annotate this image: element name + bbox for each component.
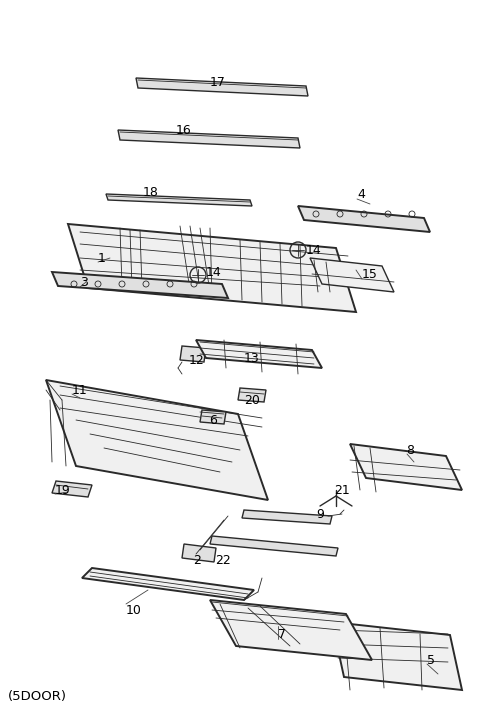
Text: 14: 14 <box>206 266 222 278</box>
Text: 11: 11 <box>72 384 88 396</box>
Text: 18: 18 <box>143 186 159 200</box>
Polygon shape <box>196 340 322 368</box>
Text: 12: 12 <box>189 353 205 367</box>
Polygon shape <box>210 600 372 660</box>
Text: 1: 1 <box>98 251 106 265</box>
Text: 19: 19 <box>55 484 71 496</box>
Polygon shape <box>82 568 254 600</box>
Text: (5DOOR): (5DOOR) <box>8 690 67 703</box>
Text: 16: 16 <box>176 123 192 137</box>
Text: 4: 4 <box>357 188 365 202</box>
Text: 2: 2 <box>193 554 201 566</box>
Text: 17: 17 <box>210 76 226 88</box>
Text: 15: 15 <box>362 268 378 282</box>
Polygon shape <box>46 380 268 500</box>
Text: 8: 8 <box>406 443 414 457</box>
Polygon shape <box>332 622 462 690</box>
Polygon shape <box>182 544 216 562</box>
Polygon shape <box>52 481 92 497</box>
Text: 13: 13 <box>244 351 260 365</box>
Polygon shape <box>242 510 332 524</box>
Polygon shape <box>118 130 300 148</box>
Polygon shape <box>106 194 252 206</box>
Polygon shape <box>180 346 206 362</box>
Text: 7: 7 <box>278 629 286 641</box>
Text: 6: 6 <box>209 413 217 426</box>
Polygon shape <box>68 224 356 312</box>
Polygon shape <box>310 258 394 292</box>
Text: 22: 22 <box>215 554 231 566</box>
Text: 20: 20 <box>244 394 260 406</box>
Polygon shape <box>136 78 308 96</box>
Text: 9: 9 <box>316 508 324 522</box>
Text: 21: 21 <box>334 484 350 496</box>
Polygon shape <box>350 444 462 490</box>
Text: 5: 5 <box>427 653 435 666</box>
Polygon shape <box>52 272 228 298</box>
Polygon shape <box>210 536 338 556</box>
Polygon shape <box>298 206 430 232</box>
Polygon shape <box>238 388 266 402</box>
Text: 14: 14 <box>306 244 322 256</box>
Polygon shape <box>200 410 226 424</box>
Text: 10: 10 <box>126 603 142 617</box>
Text: 3: 3 <box>80 277 88 290</box>
